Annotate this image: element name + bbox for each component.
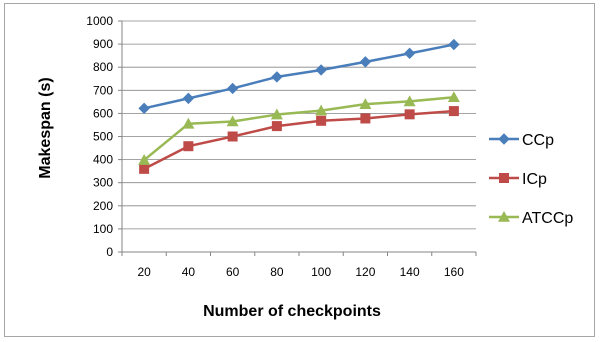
x-tick-label: 100 [311, 265, 331, 279]
data-point-ccp [182, 92, 195, 105]
data-point-atccp [403, 95, 416, 107]
x-tick-label: 120 [355, 265, 375, 279]
legend-marker-atccp [498, 211, 510, 222]
legend: CCp ICp ATCCp [489, 132, 573, 227]
x-axis-title: Number of checkpoints [203, 303, 381, 320]
series-lines [143, 43, 455, 170]
y-tick-label: 600 [93, 106, 113, 120]
data-point-ccp [271, 71, 283, 83]
series-line-atccp [143, 95, 454, 162]
x-tick-label: 20 [137, 265, 151, 279]
y-tick-labels: 0 100 200 300 400 500 600 700 800 900 1000 [86, 14, 113, 259]
y-tick-label: 500 [93, 130, 113, 144]
data-point-icp [404, 109, 415, 120]
x-tick-label: 80 [270, 265, 284, 279]
data-point-ccp [138, 102, 150, 115]
series-markers [138, 38, 460, 174]
data-point-atccp [447, 91, 460, 103]
data-point-atccp [182, 117, 195, 129]
x-tick-labels: 20 40 60 80 100 120 140 160 [137, 265, 464, 279]
data-point-atccp [359, 98, 372, 109]
y-axis-title: Makespan (s) [37, 77, 54, 178]
data-point-icp [183, 141, 194, 152]
y-tick-label: 100 [93, 222, 113, 236]
y-tick-label: 300 [93, 176, 113, 190]
y-tick-label: 200 [93, 199, 113, 213]
y-tick-label: 700 [93, 83, 113, 97]
series-line-ccp [143, 43, 455, 110]
data-point-ccp [403, 47, 416, 60]
data-point-atccp [270, 108, 283, 120]
data-point-icp [448, 106, 459, 117]
data-point-icp [316, 115, 327, 126]
legend-marker-ccp [498, 133, 510, 145]
data-point-icp [360, 113, 371, 124]
y-tick-label: 0 [106, 245, 113, 259]
legend-marker-icp [499, 173, 509, 183]
chart-frame [4, 3, 595, 337]
x-tick-label: 140 [400, 265, 420, 279]
legend-label-ccp: CCp [522, 132, 554, 149]
legend-label-atccp: ATCCp [522, 210, 573, 227]
data-point-atccp [138, 154, 151, 165]
y-tick-label: 800 [93, 60, 113, 74]
axes [118, 20, 477, 256]
data-point-ccp [448, 38, 460, 51]
data-point-icp [227, 131, 238, 142]
data-point-icp [139, 163, 150, 174]
y-tick-label: 400 [93, 153, 113, 167]
data-point-atccp [226, 115, 239, 127]
y-tick-label: 1000 [86, 14, 113, 28]
y-tick-label: 900 [93, 37, 113, 51]
x-tick-label: 40 [182, 265, 196, 279]
series-line-icp [143, 109, 454, 170]
data-point-atccp [315, 104, 328, 116]
x-tick-label: 60 [226, 265, 240, 279]
data-point-icp [271, 121, 282, 132]
legend-label-icp: ICp [522, 171, 547, 188]
data-point-ccp [315, 64, 327, 76]
data-point-ccp [359, 56, 372, 68]
x-tick-label: 160 [444, 265, 464, 279]
data-point-ccp [226, 82, 239, 95]
gridlines [122, 20, 476, 230]
